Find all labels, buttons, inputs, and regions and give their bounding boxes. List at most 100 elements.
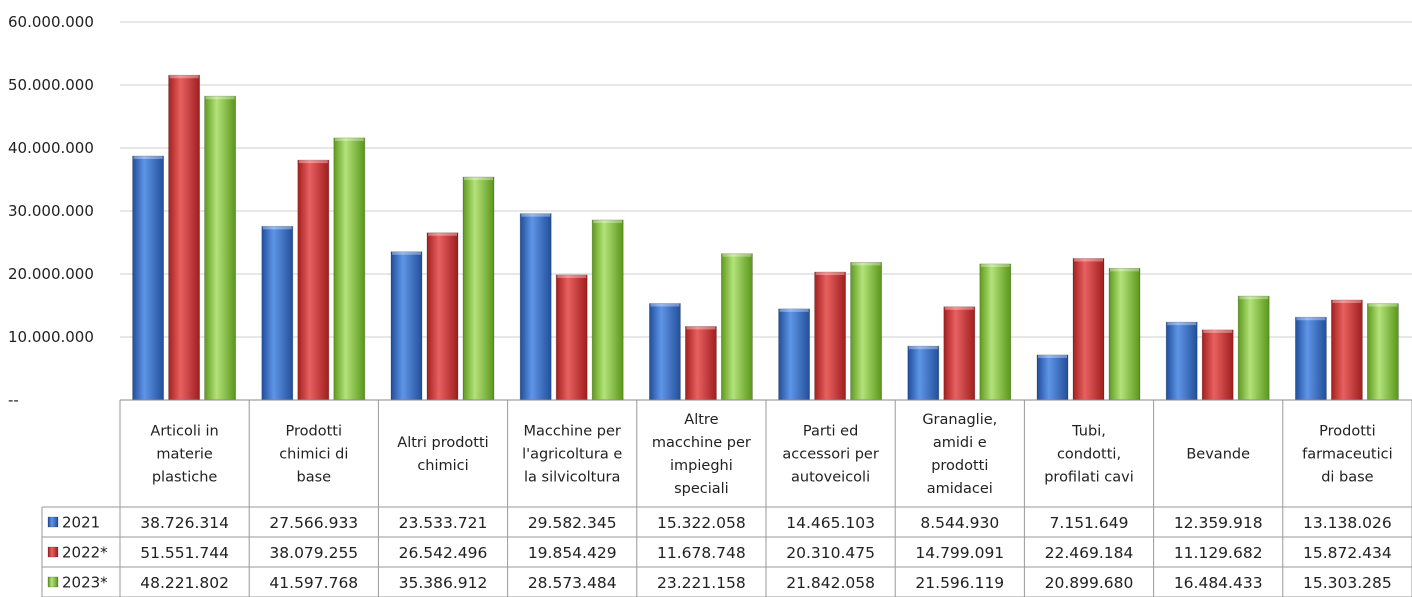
- table-cell: 8.544.930: [920, 514, 999, 532]
- bar-highlight: [262, 226, 292, 230]
- bar-highlight: [1368, 303, 1398, 307]
- category-label: Parti ed accessori per autoveicoli: [782, 424, 878, 486]
- table-cell: 15.322.058: [657, 514, 746, 532]
- table-cell: 13.138.026: [1303, 514, 1392, 532]
- bar-2022-3: [555, 274, 588, 401]
- bar-2023-0: [204, 95, 237, 401]
- y-tick-label: 10.000.000: [8, 328, 94, 346]
- table-cell: 14.465.103: [786, 514, 875, 532]
- bar-2021-8: [1165, 321, 1198, 401]
- category-label: Granaglie, amidi e prodotti amidacei: [922, 412, 997, 497]
- bar-highlight: [169, 75, 199, 79]
- table-cell: 23.533.721: [399, 514, 488, 532]
- table-cell: 19.854.429: [528, 544, 617, 562]
- bar-2021-7: [1036, 354, 1069, 401]
- table-cell: 20.310.475: [786, 544, 875, 562]
- bar-2023-2: [462, 176, 495, 401]
- bar-highlight: [851, 262, 881, 266]
- bar-highlight: [1110, 268, 1139, 272]
- category-label: Tubi, condotti, profilati cavi: [1044, 424, 1134, 486]
- bar-2023-5: [850, 261, 882, 401]
- table-cell: 14.799.091: [915, 544, 1004, 562]
- bar-highlight: [593, 219, 623, 223]
- bar-2022-8: [1201, 329, 1234, 401]
- legend-key-2021: [47, 516, 59, 528]
- bar-highlight: [133, 156, 163, 160]
- table-cell: 21.842.058: [786, 574, 875, 592]
- data-table: Articoli in materie plastiche Prodotti chimi…: [41, 399, 1412, 597]
- bar-highlight: [815, 272, 845, 276]
- bar-2021-4: [649, 303, 681, 401]
- bar-highlight: [392, 251, 421, 255]
- table-cell: 28.573.484: [528, 574, 617, 592]
- bar-2023-3: [591, 219, 624, 401]
- table-cell: 15.872.434: [1303, 544, 1392, 562]
- bar-highlight: [944, 306, 974, 310]
- bar-2023-6: [979, 263, 1012, 401]
- bar-highlight: [779, 308, 809, 312]
- bar-2023-4: [721, 253, 753, 401]
- table-cell: 11.678.748: [657, 544, 746, 562]
- bar-highlight: [1203, 329, 1233, 333]
- bar-highlight: [650, 303, 680, 307]
- bar-highlight: [1038, 354, 1067, 358]
- bar-2023-8: [1237, 295, 1270, 401]
- bar-2023-7: [1108, 267, 1141, 401]
- bar-2022-0: [168, 74, 201, 401]
- bar-2023-1: [333, 137, 366, 401]
- table-cell: 16.484.433: [1174, 574, 1263, 592]
- bar-2021-5: [778, 308, 810, 401]
- category-label: Articoli in materie plastiche: [150, 424, 218, 486]
- category-label: Bevande: [1186, 447, 1250, 463]
- category-label: Altre macchine per impieghi speciali: [652, 412, 751, 497]
- bar-2021-3: [519, 213, 552, 401]
- bar-2022-9: [1331, 299, 1363, 401]
- table-cell: 7.151.649: [1050, 514, 1129, 532]
- y-tick-label: --: [8, 391, 19, 409]
- bar-2021-1: [261, 225, 294, 401]
- bar-2022-4: [685, 326, 717, 401]
- y-tick-label: 40.000.000: [8, 139, 94, 157]
- table-cell: 23.221.158: [657, 574, 746, 592]
- table-cell: 20.899.680: [1045, 574, 1134, 592]
- table-cell: 27.566.933: [269, 514, 358, 532]
- bar-2022-5: [814, 271, 846, 401]
- table-cell: 22.469.184: [1045, 544, 1134, 562]
- bar-highlight: [1074, 258, 1103, 262]
- bar-highlight: [334, 137, 364, 141]
- category-label: Prodotti chimici di base: [279, 424, 348, 486]
- bar-highlight: [686, 326, 716, 330]
- bar-highlight: [908, 346, 938, 350]
- legend-label: 2023*: [62, 574, 108, 592]
- bar-highlight: [521, 213, 551, 217]
- table-cell: 11.129.682: [1174, 544, 1263, 562]
- bar-2022-7: [1072, 258, 1105, 401]
- bar-highlight: [722, 253, 752, 257]
- category-label: Macchine per l'agricoltura e la silvicoltu…: [522, 424, 622, 486]
- bar-highlight: [298, 160, 328, 164]
- bar-2021-0: [132, 155, 165, 401]
- bar-2022-1: [297, 159, 330, 401]
- table-cell: 15.303.285: [1303, 574, 1392, 592]
- table-cell: 51.551.744: [140, 544, 229, 562]
- bar-highlight: [1167, 322, 1197, 326]
- bar-highlight: [205, 96, 235, 100]
- bars: [132, 74, 1399, 401]
- bar-highlight: [464, 177, 493, 181]
- y-tick-label: 50.000.000: [8, 76, 94, 94]
- table-cell: 12.359.918: [1174, 514, 1263, 532]
- legend-label: 2022*: [62, 544, 108, 562]
- bar-highlight: [428, 232, 457, 236]
- bar-2022-6: [943, 306, 976, 401]
- bar-highlight: [557, 274, 587, 278]
- y-tick-label: 20.000.000: [8, 265, 94, 283]
- table-cell: 41.597.768: [269, 574, 358, 592]
- y-tick-label: 60.000.000: [8, 13, 94, 31]
- table-cell: 29.582.345: [528, 514, 617, 532]
- table-cell: 38.079.255: [269, 544, 358, 562]
- table-cell: 26.542.496: [399, 544, 488, 562]
- table-cell: 35.386.912: [399, 574, 488, 592]
- table-cell: 21.596.119: [915, 574, 1004, 592]
- legend-label: 2021: [62, 514, 100, 532]
